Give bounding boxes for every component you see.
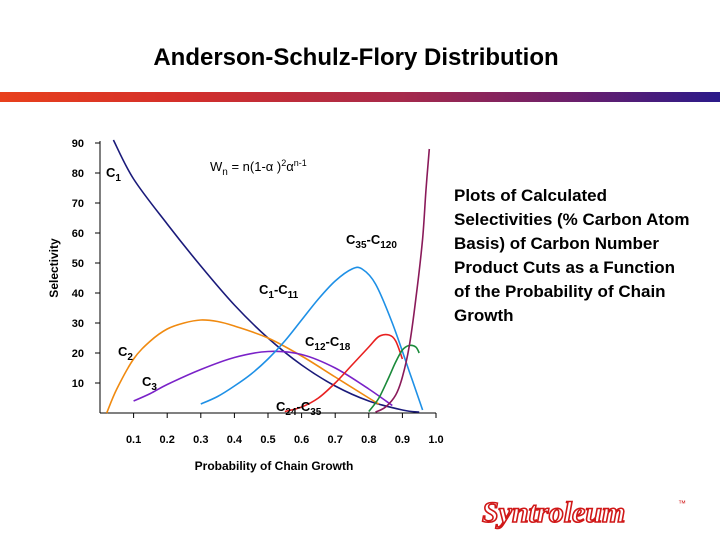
y-tick-label: 70 <box>72 198 84 210</box>
logo-wordmark: Syntroleum <box>482 496 625 529</box>
series-label-c1: C1 <box>106 165 121 184</box>
x-axis-label: Probability of Chain Growth <box>195 459 354 473</box>
x-tick-label: 1.0 <box>428 434 443 446</box>
chart-axes: 10 20 30 40 50 60 70 80 90 0.1 0.2 0.3 0.4 0.5 0.6 0.7 0… <box>72 138 444 446</box>
series-line-c3 <box>133 350 393 407</box>
x-tick-label: 0.5 <box>260 434 275 446</box>
title-gradient-bar <box>0 92 720 102</box>
slide-title: Anderson-Schulz-Flory Distribution <box>153 44 559 71</box>
x-tick-label: 0.1 <box>126 434 141 446</box>
series-line-c1 <box>112 139 420 413</box>
y-tick-label: 90 <box>72 138 84 150</box>
side-note: Plots of Calculated Selectivities (% Car… <box>454 186 690 325</box>
series-label-c12-c18: C12-C18 <box>305 334 351 353</box>
series-line-c1-c11 <box>200 266 424 411</box>
syntroleum-logo: Syntroleum ™ <box>481 495 686 530</box>
y-tick-label: 40 <box>72 288 84 300</box>
y-tick-label: 80 <box>72 168 84 180</box>
series-label-c1-c11: C1-C11 <box>259 282 299 301</box>
x-tick-label: 0.7 <box>328 434 343 446</box>
x-tick-label: 0.9 <box>395 434 410 446</box>
series-label-c35-c120: C35-C120 <box>346 232 397 251</box>
y-axis-label: Selectivity <box>47 238 61 298</box>
chart-series <box>105 139 431 414</box>
series-line-c24-c35 <box>368 344 420 412</box>
series-label-c24-c35: C24-C35 <box>276 399 322 418</box>
y-tick-label: 20 <box>72 348 84 360</box>
y-tick-label: 10 <box>72 378 84 390</box>
y-tick-label: 50 <box>72 258 84 270</box>
series-line-c12-c18 <box>284 333 404 413</box>
x-tick-label: 0.4 <box>227 434 243 446</box>
series-label-c3: C3 <box>142 374 157 393</box>
x-tick-label: 0.3 <box>193 434 208 446</box>
y-tick-label: 30 <box>72 318 84 330</box>
series-line-c2 <box>105 319 380 414</box>
x-tick-label: 0.2 <box>160 434 175 446</box>
series-line-c35-c120 <box>375 148 431 413</box>
x-tick-label: 0.8 <box>361 434 376 446</box>
x-tick-label: 0.6 <box>294 434 309 446</box>
asf-formula: Wn = n(1-α )2αn-1 <box>210 158 307 178</box>
chart-series-labels: C1 C2 C3 C1-C11 C12-C18 C24-C35 C35-C120 <box>106 165 397 418</box>
logo-trademark: ™ <box>678 499 686 508</box>
series-label-c2: C2 <box>118 344 133 363</box>
y-tick-label: 60 <box>72 228 84 240</box>
